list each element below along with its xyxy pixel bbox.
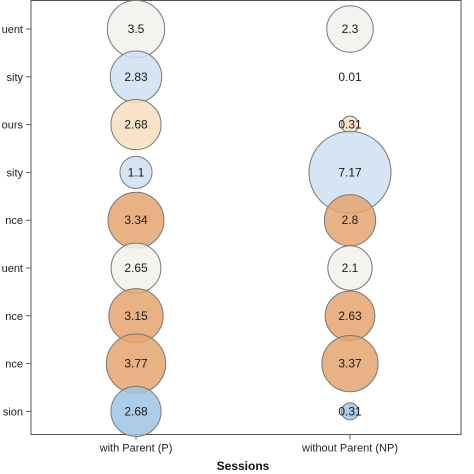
bubble-0-2 xyxy=(110,99,162,151)
x-tick-label-0: with Parent (P) xyxy=(99,443,173,455)
y-tick-label-1: sity xyxy=(7,72,24,84)
bubble-label-0-1: 2.83 xyxy=(124,70,148,84)
bubble-label-0-7: 3.77 xyxy=(124,357,148,371)
x-axis-title: Sessions xyxy=(217,459,270,473)
bubble-label-0-4: 3.34 xyxy=(124,213,148,227)
y-tick-label-4: nce xyxy=(5,215,23,227)
bubble-1-7 xyxy=(321,334,379,393)
y-tick-label-8: sion xyxy=(3,406,23,418)
y-tick-label-0: uent xyxy=(2,24,23,36)
bubble-label-0-6: 3.15 xyxy=(124,309,148,323)
bubble-label-1-6: 2.63 xyxy=(338,309,362,323)
bubble-1-8 xyxy=(340,402,360,421)
y-tick-label-2: ours xyxy=(2,120,24,132)
bubble-label-0-2: 2.68 xyxy=(124,118,148,132)
y-tick-label-7: nce xyxy=(5,359,23,371)
bubble-1-5 xyxy=(327,245,373,291)
x-tick-label-1: without Parent (NP) xyxy=(301,443,398,455)
y-tick-label-5: uent xyxy=(2,263,23,275)
bubble-label-1-2: 0.31 xyxy=(338,118,362,132)
plot-frame xyxy=(30,0,462,435)
bubble-label-0-3: 1.1 xyxy=(128,165,145,179)
bubble-label-1-8: 0.31 xyxy=(338,404,362,418)
y-tick-label-3: sity xyxy=(7,167,24,179)
bubble-0-8 xyxy=(110,385,162,437)
bubble-label-1-0: 2.3 xyxy=(342,22,359,36)
bubble-label-1-1: 0.01 xyxy=(338,70,362,84)
bubbles: 3.5 2.83 2.68 1.1 3.34 2.65 3.15 3.77 2.68 2.3 0.0… xyxy=(105,0,392,437)
bubble-label-1-4: 2.8 xyxy=(342,213,359,227)
bubble-0-3 xyxy=(119,155,153,189)
bubble-label-1-7: 3.37 xyxy=(338,357,362,371)
x-axis: with Parent (P) without Parent (NP) xyxy=(99,434,398,455)
y-axis: uent sity ours sity nce uent nce nce sion xyxy=(2,24,31,418)
bubble-label-0-8: 2.68 xyxy=(124,404,148,418)
bubble-label-1-5: 2.1 xyxy=(342,261,359,275)
bubble-label-0-0: 3.5 xyxy=(128,22,145,36)
bubble-label-0-5: 2.65 xyxy=(124,261,148,275)
bubble-label-1-3: 7.17 xyxy=(338,165,362,179)
y-tick-label-6: nce xyxy=(5,311,23,323)
bubble-1-0 xyxy=(326,5,374,53)
